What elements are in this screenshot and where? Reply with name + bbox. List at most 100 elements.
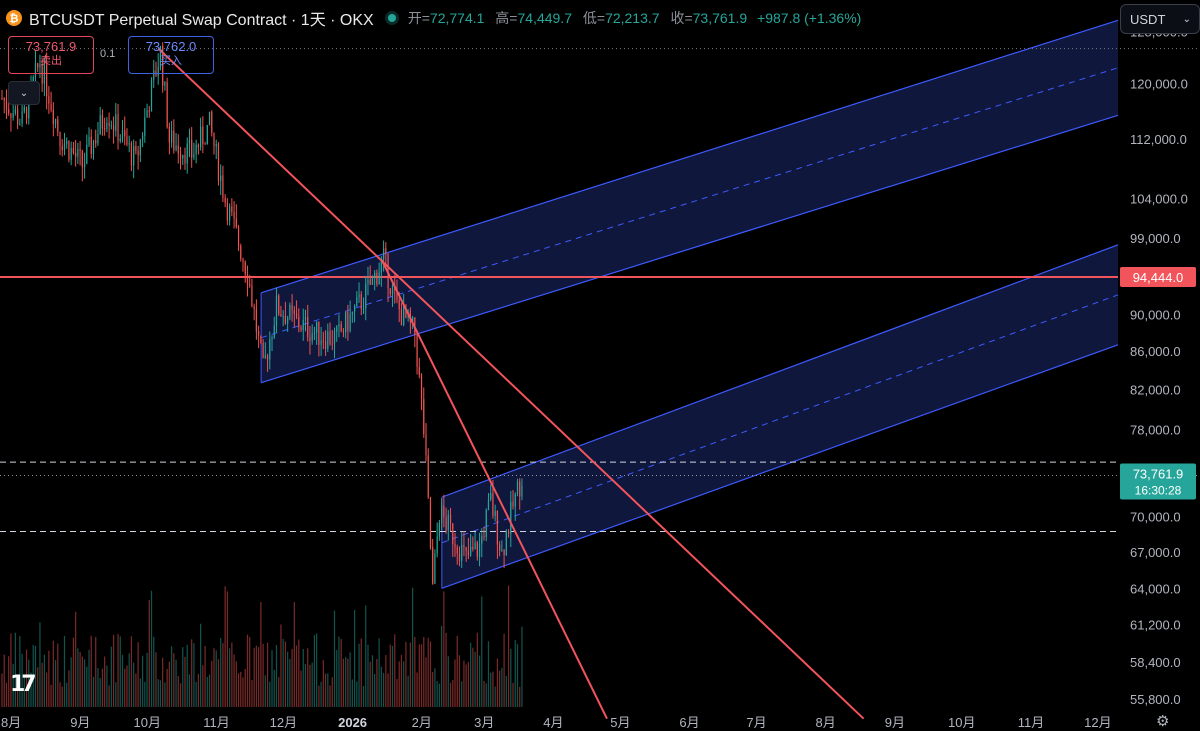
channel-fill <box>441 244 1118 589</box>
candle-body <box>119 138 121 142</box>
candle-body <box>10 113 12 118</box>
y-tick-label: 120,000.0 <box>1130 77 1188 92</box>
candle-body <box>135 146 137 151</box>
volume-bar <box>295 645 298 707</box>
volume-bar <box>233 654 235 707</box>
volume-bar <box>478 655 481 707</box>
symbol-title[interactable]: BTCUSDT Perpetual Swap Contract · 1天 · O… <box>29 12 374 29</box>
candle-body <box>503 549 505 556</box>
candle-body <box>215 144 217 147</box>
volume-bar <box>186 644 188 707</box>
volume-bar <box>46 672 48 707</box>
candle-body <box>499 544 501 551</box>
volume-bar <box>10 633 12 707</box>
y-tick-label: 82,000.0 <box>1130 382 1181 397</box>
candle-body <box>112 125 115 131</box>
candle-body <box>470 547 472 556</box>
volume-bar <box>25 649 28 707</box>
volume-bar <box>88 649 90 707</box>
x-tick-label: 9月 <box>70 715 90 730</box>
candle-body <box>206 124 208 145</box>
candle-body <box>262 342 264 358</box>
candle-body <box>447 514 449 531</box>
y-tick-label: 90,000.0 <box>1130 308 1181 323</box>
volume-bar <box>128 653 130 707</box>
candle-body <box>177 145 179 154</box>
candle-body <box>164 82 166 86</box>
volume-bar <box>374 674 376 707</box>
candle-body <box>37 63 39 68</box>
volume-bar <box>21 653 23 707</box>
volume-bar <box>461 681 463 707</box>
candle-body <box>289 305 291 318</box>
volume-bar <box>342 658 345 707</box>
volume-bar <box>229 648 231 707</box>
candle-body <box>266 355 269 360</box>
chart-header: ₿ BTCUSDT Perpetual Swap Contract · 1天 ·… <box>6 7 861 29</box>
candle-body <box>420 374 423 399</box>
volume-bar <box>199 623 202 707</box>
volume-bar <box>124 668 126 707</box>
candle-body <box>485 509 487 537</box>
volume-bar <box>251 680 253 707</box>
candle-body <box>222 175 224 198</box>
volume-bar <box>258 647 260 707</box>
volume-bar <box>420 644 423 707</box>
volume-bar <box>79 652 81 707</box>
candle-body <box>391 285 394 295</box>
volume-bar <box>224 586 226 707</box>
volume-bar <box>280 624 282 707</box>
volume-bar <box>371 655 374 707</box>
chevron-down-icon: ⌄ <box>19 87 29 99</box>
volume-bar <box>117 633 119 707</box>
candle-body <box>57 119 59 132</box>
gear-icon[interactable]: ⚙ <box>1156 713 1170 730</box>
volume-bar <box>150 590 153 707</box>
volume-bar <box>92 676 95 707</box>
candle-body <box>411 317 414 322</box>
candle-body <box>182 154 184 159</box>
volume-bar <box>405 641 407 707</box>
volume-bar <box>1 673 3 707</box>
volume-bar <box>452 679 454 707</box>
volume-bar <box>474 651 476 707</box>
volume-bar <box>309 664 311 707</box>
collapse-button[interactable]: ⌄ <box>8 81 40 105</box>
currency-select[interactable]: USDT ⌄ <box>1120 4 1200 34</box>
candle-body <box>438 522 440 537</box>
candle-body <box>92 140 95 155</box>
volume-bar <box>41 662 43 707</box>
volume-bar <box>153 636 155 707</box>
candle-body <box>365 283 367 309</box>
buy-button[interactable]: 73,762.0 买入 <box>128 36 214 74</box>
candle-body <box>63 143 66 151</box>
volume-bar <box>63 635 66 707</box>
volume-bar <box>389 644 391 707</box>
volume-bar <box>307 648 309 707</box>
sell-button[interactable]: 73,761.9 卖出 <box>8 36 94 74</box>
x-tick-label: 7月 <box>746 715 766 730</box>
volume-bar <box>378 638 380 707</box>
volume-bar <box>32 644 34 707</box>
level-price-tag-text: 94,444.0 <box>1133 270 1184 285</box>
candle-body <box>291 305 293 311</box>
volume-bar <box>195 681 197 707</box>
x-tick-label: 6月 <box>679 715 699 730</box>
volume-bar <box>235 661 237 707</box>
volume-bar <box>320 681 322 707</box>
candle-body <box>340 324 342 331</box>
candle-body <box>1 98 3 100</box>
candle-body <box>454 543 456 548</box>
volume-bar <box>282 638 284 707</box>
candle-body <box>300 327 302 331</box>
candle-body <box>153 70 155 80</box>
volume-bar <box>208 674 211 707</box>
candle-body <box>52 109 54 125</box>
volume-bar <box>302 648 304 707</box>
volume-bar <box>166 668 168 707</box>
volume-bar <box>170 646 173 707</box>
candle-body <box>443 505 445 518</box>
volume-bar <box>476 632 478 707</box>
